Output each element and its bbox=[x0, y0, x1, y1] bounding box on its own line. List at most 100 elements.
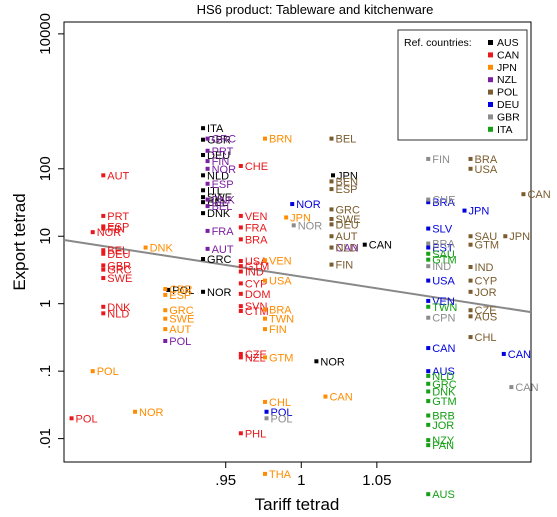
data-point-jpn bbox=[323, 394, 328, 399]
data-point-pol bbox=[329, 187, 334, 192]
data-point-can bbox=[101, 304, 106, 309]
data-point-pol bbox=[468, 289, 473, 294]
legend-marker-pol bbox=[488, 89, 493, 95]
data-point-nzl bbox=[205, 228, 210, 233]
data-point-label: BRA bbox=[269, 305, 292, 317]
data-point-label: POL bbox=[76, 413, 98, 425]
data-point-can bbox=[101, 213, 106, 218]
data-point-label: CHL bbox=[475, 332, 497, 344]
data-point-aus bbox=[331, 173, 336, 178]
data-point-can bbox=[238, 308, 243, 313]
data-point-aus bbox=[166, 287, 171, 292]
data-point-can bbox=[238, 258, 243, 263]
legend-entry-can: CAN bbox=[497, 49, 519, 61]
legend-entry-pol: POL bbox=[497, 87, 518, 99]
data-point-nzl bbox=[205, 136, 210, 141]
data-point-label: USA bbox=[269, 276, 292, 288]
data-point-label: BRA bbox=[432, 239, 455, 251]
data-point-aus bbox=[201, 289, 206, 294]
data-point-aus bbox=[314, 359, 319, 364]
legend-marker-can bbox=[488, 52, 493, 58]
data-point-label: FIN bbox=[107, 224, 125, 236]
data-point-jpn bbox=[143, 245, 148, 250]
data-point-aus bbox=[201, 173, 206, 178]
data-point-aus bbox=[201, 211, 206, 216]
data-point-label: GBR bbox=[107, 260, 131, 272]
data-point-jpn bbox=[284, 215, 289, 220]
legend-entry-nzl: NZL bbox=[497, 74, 517, 86]
data-point-jpn bbox=[163, 292, 168, 297]
data-point-label: PAN bbox=[432, 440, 454, 452]
legend-marker-gbr bbox=[488, 114, 493, 120]
data-point-can bbox=[238, 163, 243, 168]
data-point-label: BEL bbox=[107, 245, 128, 257]
data-point-label: FRA bbox=[212, 226, 235, 238]
data-point-label: CAN bbox=[527, 189, 550, 201]
data-point-pol bbox=[468, 166, 473, 171]
data-point-nzl bbox=[163, 338, 168, 343]
data-point-label: TWN bbox=[432, 302, 457, 314]
data-point-ita bbox=[426, 413, 431, 418]
data-point-can bbox=[238, 237, 243, 242]
data-point-label: VEN bbox=[269, 255, 292, 267]
legend-marker-aus bbox=[488, 40, 493, 45]
y-tick-label: 10 bbox=[37, 228, 54, 245]
data-point-label: BRN bbox=[269, 134, 292, 146]
data-point-label: FIN bbox=[212, 156, 230, 168]
data-point-ita bbox=[426, 438, 431, 443]
data-point-label: JPN bbox=[509, 231, 530, 243]
data-point-label: NOR bbox=[139, 407, 164, 419]
data-point-label: DOM bbox=[245, 289, 271, 301]
data-point-label: SWE bbox=[169, 314, 194, 326]
data-point-label: JOR bbox=[475, 287, 497, 299]
data-point-aus bbox=[201, 200, 206, 205]
legend-entry-jpn: JPN bbox=[497, 62, 517, 74]
data-point-label: CBR bbox=[169, 284, 192, 296]
data-point-label: AUT bbox=[336, 231, 358, 243]
data-point-label: AUS bbox=[475, 311, 498, 323]
y-axis: .01 .1 1 10 100 10000 bbox=[37, 13, 64, 449]
y-tick-label: 1 bbox=[37, 300, 54, 308]
data-point-label: GRC bbox=[432, 379, 457, 391]
data-point-can bbox=[90, 230, 95, 235]
data-point-label: ESP bbox=[212, 179, 234, 191]
data-point-label: DEU bbox=[336, 219, 359, 231]
data-point-label: NZL bbox=[245, 352, 266, 364]
legend-marker-ita bbox=[488, 126, 493, 132]
data-point-label: VEN bbox=[245, 211, 268, 223]
data-point-label: POL bbox=[169, 336, 191, 348]
data-point-jpn bbox=[263, 355, 268, 360]
data-point-label: IND bbox=[475, 262, 494, 274]
data-point-can bbox=[238, 213, 243, 218]
data-point-label: DEU bbox=[107, 249, 130, 261]
data-point-label: AUT bbox=[169, 324, 191, 336]
data-point-label: CAN bbox=[515, 382, 538, 394]
data-point-label: GTM bbox=[432, 255, 456, 267]
data-point-label: AUS bbox=[432, 489, 455, 501]
data-point-pol bbox=[329, 234, 334, 239]
data-point-label: GTM bbox=[432, 396, 456, 408]
data-point-deu bbox=[264, 409, 269, 414]
data-point-label: AUS bbox=[432, 366, 455, 378]
data-point-label: POL bbox=[271, 407, 293, 419]
data-point-deu bbox=[426, 369, 431, 374]
chart-title: HS6 product: Tableware and kitchenware bbox=[197, 2, 434, 17]
data-point-ita bbox=[426, 304, 431, 309]
data-point-label: CAN bbox=[329, 392, 352, 404]
data-point-label: NOR bbox=[97, 227, 122, 239]
data-point-ita bbox=[426, 422, 431, 427]
data-point-label: CYP bbox=[245, 278, 268, 290]
data-point-can bbox=[101, 263, 106, 268]
data-point-label: USA bbox=[432, 276, 455, 288]
data-point-deu bbox=[501, 351, 506, 356]
data-point-label: CYP bbox=[475, 276, 498, 288]
data-point-label: CAN bbox=[432, 343, 455, 355]
y-tick-label: .1 bbox=[37, 365, 54, 378]
data-point-pol bbox=[329, 262, 334, 267]
y-tick-label: 100 bbox=[37, 156, 54, 181]
data-point-pol bbox=[468, 308, 473, 313]
data-point-label: BRA bbox=[475, 154, 498, 166]
y-tick-label: .01 bbox=[37, 428, 54, 449]
data-point-deu bbox=[426, 298, 431, 303]
data-point-gbr bbox=[509, 385, 514, 390]
